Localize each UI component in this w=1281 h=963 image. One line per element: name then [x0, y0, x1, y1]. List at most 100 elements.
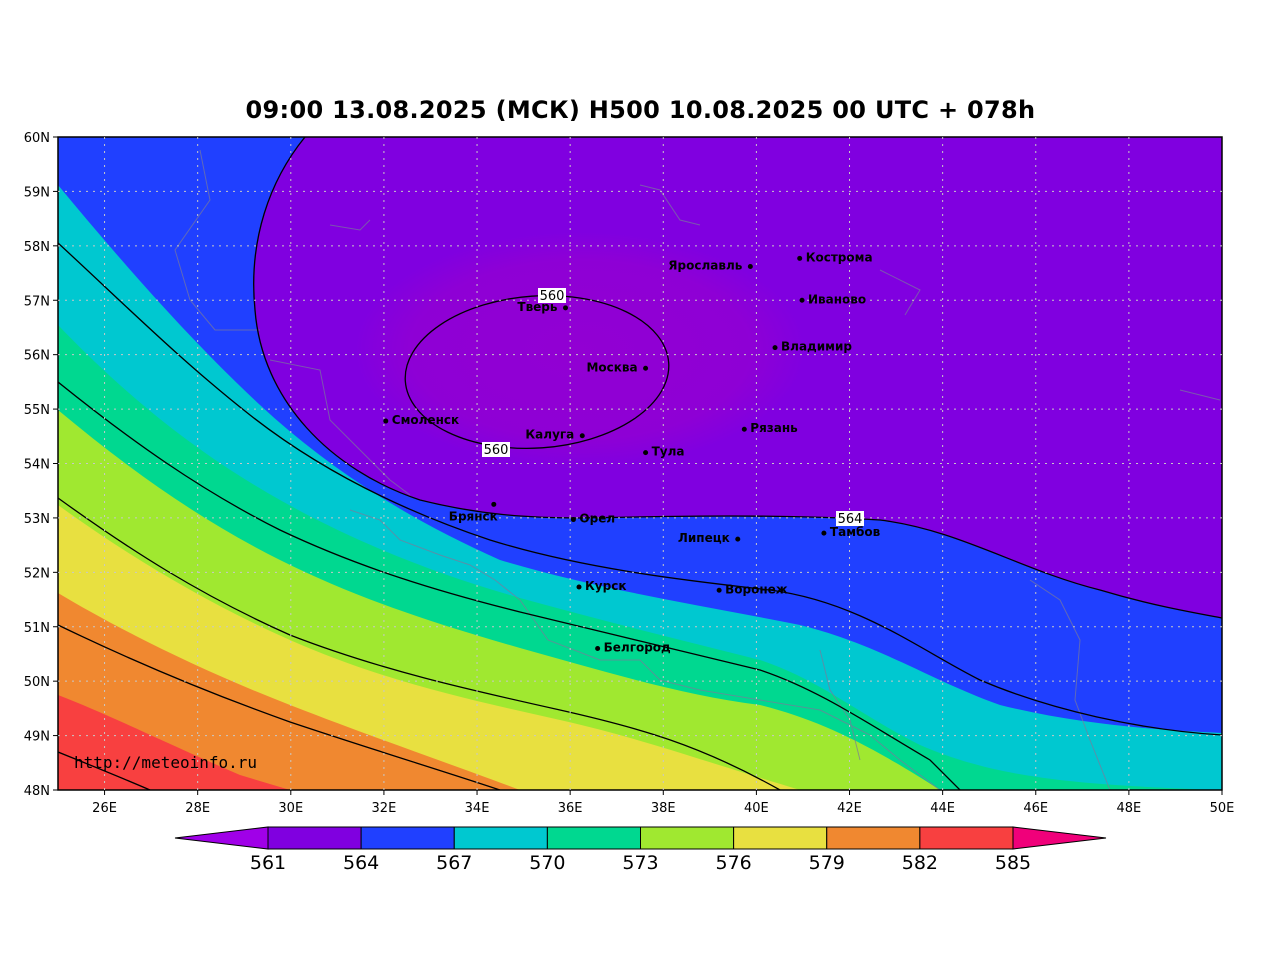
contour-584 — [58, 751, 151, 790]
city-dot — [570, 517, 576, 523]
city-label: Ярославль — [668, 259, 742, 273]
city-label: Кострома — [806, 250, 873, 264]
lon-tick-label: 46E — [1023, 801, 1048, 816]
lat-tick-label: 59N — [24, 185, 50, 200]
colorbar-label: 585 — [995, 852, 1031, 874]
contour-580 — [58, 624, 501, 790]
city-dot — [595, 646, 601, 652]
colorbar-label: 564 — [343, 852, 379, 874]
city-label: Липецк — [678, 531, 730, 545]
colorbar-label: 576 — [715, 852, 751, 874]
longitude-axis: 26E 28E 30E 32E 34E 36E 38E 40E 42E 44E 46E 48E 50E — [92, 790, 1234, 816]
city-dot — [643, 450, 649, 456]
city-label: Курск — [585, 579, 626, 593]
colorbar-swatch — [267, 826, 362, 850]
city-label: Белгород — [604, 641, 671, 655]
city-dot — [563, 305, 569, 311]
contour-lines — [58, 137, 1222, 790]
lon-tick-label: 40E — [744, 801, 769, 816]
city-label: Владимир — [781, 340, 852, 354]
city-dot — [799, 297, 805, 303]
city-label: Воронеж — [725, 582, 788, 596]
contour-label: 560 — [484, 443, 509, 458]
city-dot — [576, 584, 582, 590]
lat-tick-label: 54N — [24, 458, 50, 473]
colorbar-swatch — [826, 826, 921, 850]
lon-tick-label: 44E — [930, 801, 955, 816]
lat-tick-label: 51N — [24, 621, 50, 636]
country-borders — [174, 149, 1221, 790]
city-label: Иваново — [808, 292, 866, 306]
city-label: Брянск — [449, 509, 498, 523]
city-label: Тула — [652, 445, 685, 459]
lat-tick-label: 56N — [24, 349, 50, 364]
colorbar-swatch — [360, 826, 455, 850]
city-label: Тверь — [517, 300, 558, 314]
city-dot — [821, 530, 827, 536]
lat-tick-label: 53N — [24, 512, 50, 527]
colorbar-label: 582 — [902, 852, 938, 874]
city-dot — [383, 418, 389, 424]
city-dot — [579, 433, 585, 439]
contour-576 — [58, 497, 781, 790]
colorbar-swatch — [919, 826, 1014, 850]
colorbar-label: 567 — [436, 852, 472, 874]
lon-tick-label: 42E — [837, 801, 862, 816]
contour-label: 560 — [540, 289, 565, 304]
lon-tick-label: 48E — [1116, 801, 1141, 816]
lon-tick-label: 28E — [185, 801, 210, 816]
lat-tick-label: 60N — [24, 131, 50, 146]
colorbar-swatch — [453, 826, 548, 850]
contour-564 — [253, 137, 1222, 619]
lon-tick-label: 34E — [465, 801, 490, 816]
city-dot — [735, 536, 741, 542]
colorbar-swatch — [546, 826, 641, 850]
city-label: Рязань — [750, 421, 798, 435]
colorbar-under-arrow — [174, 826, 269, 850]
city-dot — [491, 501, 497, 507]
colorbar-label: 573 — [622, 852, 658, 874]
colorbar: 561 564 567 570 573 576 579 582 585 — [174, 826, 1107, 874]
city-label: Москва — [586, 360, 637, 374]
lon-tick-label: 26E — [92, 801, 117, 816]
colorbar-swatch — [640, 826, 735, 850]
city-dot — [747, 264, 753, 270]
lon-tick-label: 36E — [558, 801, 583, 816]
city-dot — [716, 587, 722, 593]
contour-label-group: 560 560 564 — [482, 288, 864, 527]
map-title: 09:00 13.08.2025 (МСК) H500 10.08.2025 0… — [245, 96, 1036, 124]
colorbar-label: 570 — [529, 852, 565, 874]
lat-tick-label: 48N — [24, 784, 50, 799]
band-582-585 — [58, 695, 290, 790]
city-label: Калуга — [525, 428, 574, 442]
lat-tick-label: 55N — [24, 403, 50, 418]
latitude-axis: 60N 59N 58N 57N 56N 55N 54N 53N 52N 51N 50N 49N 48N — [24, 131, 58, 799]
city-dot — [741, 426, 747, 432]
colorbar-swatch — [733, 826, 828, 850]
contour-560 — [404, 294, 670, 450]
contour-label: 564 — [838, 512, 863, 527]
city-dot — [772, 345, 778, 351]
city-label: Смоленск — [392, 413, 459, 427]
watermark: http://meteoinfo.ru — [74, 753, 258, 772]
colorbar-label: 579 — [809, 852, 845, 874]
contour-572 — [58, 381, 961, 790]
lat-tick-label: 57N — [24, 294, 50, 309]
lat-tick-label: 50N — [24, 675, 50, 690]
contour-568 — [58, 242, 1222, 736]
lon-tick-label: 38E — [651, 801, 676, 816]
lon-tick-label: 30E — [278, 801, 303, 816]
lat-tick-label: 49N — [24, 730, 50, 745]
low-center-shading — [355, 232, 805, 468]
city-dot — [643, 365, 649, 371]
lat-tick-label: 58N — [24, 240, 50, 255]
colorbar-label: 561 — [250, 852, 286, 874]
city-label: Орел — [579, 512, 615, 526]
lon-tick-label: 32E — [372, 801, 397, 816]
city-dot — [797, 255, 803, 261]
city-markers: Кострома Ярославль Иваново Тверь Владимир Мос… — [383, 250, 881, 655]
city-label: Тамбов — [830, 525, 881, 539]
band-579-582 — [58, 593, 520, 790]
gridlines — [58, 137, 1222, 790]
